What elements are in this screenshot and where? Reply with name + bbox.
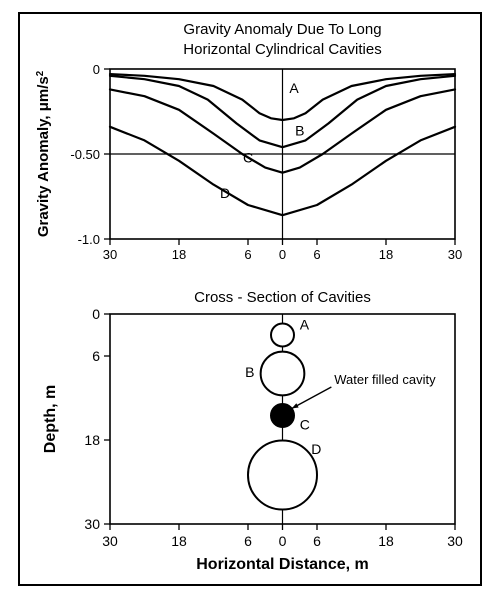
- page: Gravity Anomaly Due To Long Horizontal Cy…: [0, 0, 500, 597]
- top-xtick-label: 6: [244, 247, 251, 262]
- top-xtick-label: 0: [279, 247, 286, 262]
- top-xtick-label: 6: [313, 247, 320, 262]
- cavity-C: [271, 404, 294, 427]
- top-ytick-label: -1.0: [78, 232, 100, 247]
- bottom-xtick-label: 18: [171, 533, 187, 549]
- figure-frame: Gravity Anomaly Due To Long Horizontal Cy…: [18, 12, 482, 586]
- curve-label-D: D: [220, 185, 230, 201]
- cavity-label-B: B: [245, 364, 254, 380]
- bottom-ytick-label: 18: [84, 432, 100, 448]
- figure-svg: Gravity Anomaly Due To Long Horizontal Cy…: [20, 14, 480, 584]
- bottom-xtick-label: 18: [378, 533, 394, 549]
- bottom-xtick-label: 6: [313, 533, 321, 549]
- bottom-xlabel: Horizontal Distance, m: [196, 556, 368, 573]
- top-xtick-label: 18: [172, 247, 186, 262]
- bottom-xtick-label: 30: [102, 533, 118, 549]
- cavity-label-D: D: [311, 441, 321, 457]
- bottom-xtick-label: 0: [279, 533, 287, 549]
- bottom-xtick-label: 6: [244, 533, 252, 549]
- top-ylabel: Gravity Anomaly, μm/s2: [35, 70, 53, 237]
- top-title-line1: Gravity Anomaly Due To Long: [183, 21, 381, 38]
- curve-label-B: B: [295, 122, 304, 138]
- bottom-xtick-label: 30: [447, 533, 463, 549]
- top-xtick-label: 30: [448, 247, 462, 262]
- annotation-arrow-head: [292, 403, 299, 408]
- annotation-text: Water filled cavity: [334, 372, 436, 387]
- bottom-ytick-label: 30: [84, 516, 100, 532]
- cavity-label-C: C: [300, 417, 310, 433]
- top-title-line2: Horizontal Cylindrical Cavities: [183, 41, 381, 58]
- cavity-B: [261, 352, 305, 396]
- bottom-ytick-label: 6: [92, 348, 100, 364]
- bottom-ytick-label: 0: [92, 306, 100, 322]
- top-xtick-label: 18: [379, 247, 393, 262]
- bottom-title: Cross - Section of Cavities: [194, 289, 371, 306]
- top-ytick-label: -0.50: [70, 147, 100, 162]
- cavity-A: [271, 324, 294, 347]
- cavity-D: [248, 441, 317, 510]
- curve-label-C: C: [243, 150, 253, 166]
- top-xtick-label: 30: [103, 247, 117, 262]
- bottom-ylabel: Depth, m: [42, 385, 59, 453]
- cavity-label-A: A: [300, 316, 310, 332]
- top-ytick-label: 0: [93, 62, 100, 77]
- curve-label-A: A: [289, 80, 299, 96]
